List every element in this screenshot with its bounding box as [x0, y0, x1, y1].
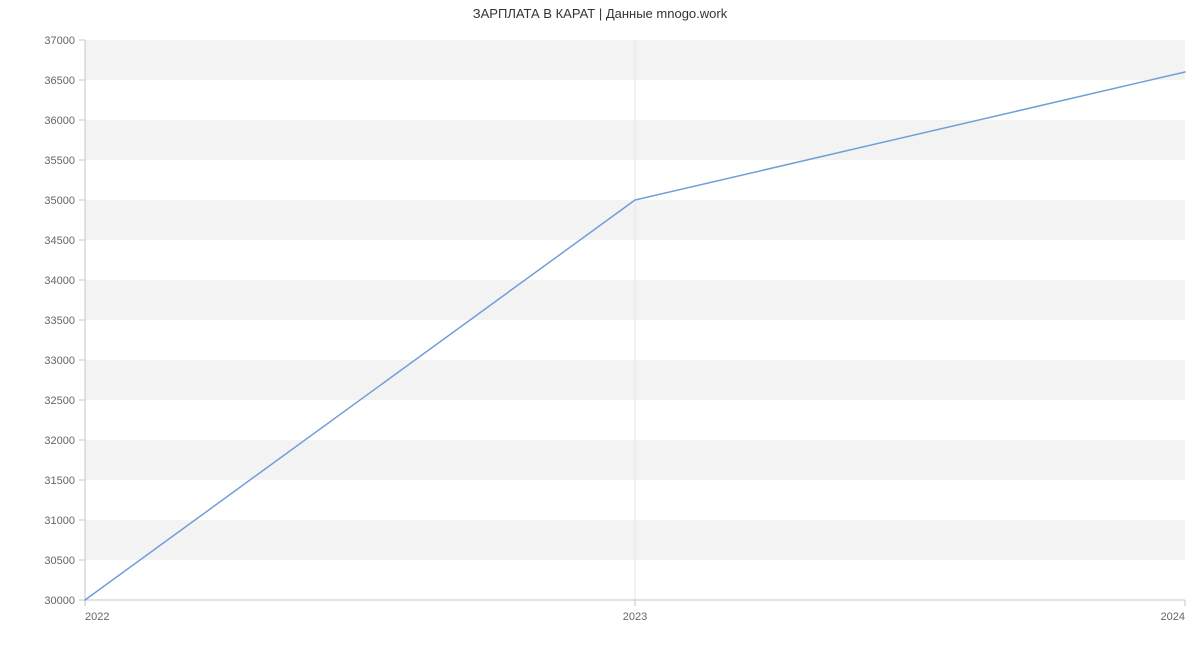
chart-svg: 30000 30500 31000 31500 32000 32500 33000 33500… — [0, 0, 1200, 650]
x-tick-label: 2023 — [623, 611, 647, 623]
y-tick-label: 36000 — [44, 115, 75, 127]
y-tick-label: 31500 — [44, 475, 75, 487]
y-tick-label: 34000 — [44, 275, 75, 287]
salary-line-chart: ЗАРПЛАТА В КАРАТ | Данные mnogo.work 300… — [0, 0, 1200, 650]
y-tick-label: 35500 — [44, 155, 75, 167]
y-tick-label: 32000 — [44, 435, 75, 447]
y-tick-label: 32500 — [44, 395, 75, 407]
y-tick-label: 35000 — [44, 195, 75, 207]
y-tick-label: 33000 — [44, 355, 75, 367]
y-tick-label: 33500 — [44, 315, 75, 327]
x-tick-label: 2024 — [1161, 611, 1185, 623]
x-tick-label: 2022 — [85, 611, 109, 623]
y-tick-label: 37000 — [44, 35, 75, 47]
y-tick-label: 30000 — [44, 595, 75, 607]
y-tick-label: 34500 — [44, 235, 75, 247]
y-tick-label: 30500 — [44, 555, 75, 567]
y-tick-label: 31000 — [44, 515, 75, 527]
y-tick-label: 36500 — [44, 75, 75, 87]
